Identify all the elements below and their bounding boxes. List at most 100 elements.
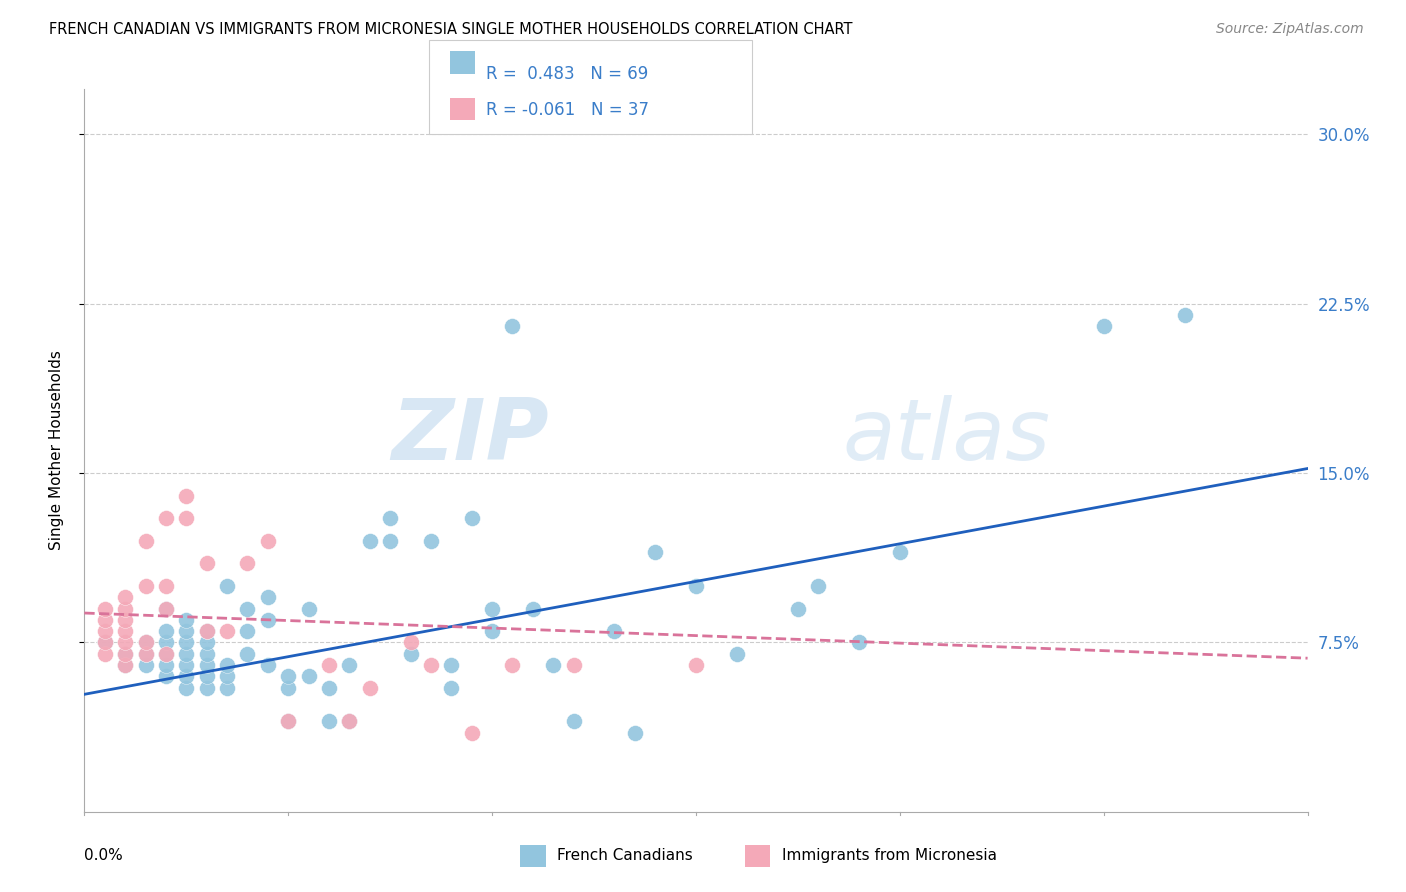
- Point: [93, 624, 115, 639]
- Point: [174, 635, 197, 649]
- Point: [174, 613, 197, 627]
- Point: [155, 624, 177, 639]
- Point: [603, 624, 626, 639]
- Point: [155, 647, 177, 661]
- Point: [93, 635, 115, 649]
- Point: [195, 669, 218, 683]
- Point: [135, 647, 157, 661]
- Point: [114, 657, 136, 672]
- Point: [114, 635, 136, 649]
- Point: [257, 533, 280, 548]
- Point: [522, 601, 544, 615]
- Point: [277, 714, 299, 729]
- Point: [114, 647, 136, 661]
- Point: [1092, 319, 1115, 334]
- Point: [380, 533, 402, 548]
- Point: [725, 647, 748, 661]
- Point: [135, 657, 157, 672]
- Point: [217, 669, 239, 683]
- Point: [155, 657, 177, 672]
- Point: [562, 714, 585, 729]
- Point: [174, 681, 197, 695]
- Text: R =  0.483   N = 69: R = 0.483 N = 69: [486, 65, 648, 83]
- Point: [174, 489, 197, 503]
- Point: [277, 681, 299, 695]
- Point: [277, 714, 299, 729]
- Point: [174, 624, 197, 639]
- Point: [155, 635, 177, 649]
- Point: [135, 647, 157, 661]
- Point: [217, 579, 239, 593]
- Point: [461, 511, 484, 525]
- Point: [217, 657, 239, 672]
- Point: [236, 557, 259, 571]
- Point: [298, 601, 321, 615]
- Point: [93, 601, 115, 615]
- Text: Immigrants from Micronesia: Immigrants from Micronesia: [782, 848, 997, 863]
- Point: [502, 657, 524, 672]
- Point: [114, 591, 136, 605]
- Point: [318, 657, 340, 672]
- Point: [155, 579, 177, 593]
- Y-axis label: Single Mother Households: Single Mother Households: [49, 351, 63, 550]
- Point: [277, 669, 299, 683]
- Point: [420, 657, 443, 672]
- Point: [644, 545, 666, 559]
- Point: [257, 657, 280, 672]
- Point: [174, 657, 197, 672]
- Point: [399, 635, 422, 649]
- Point: [135, 635, 157, 649]
- Text: FRENCH CANADIAN VS IMMIGRANTS FROM MICRONESIA SINGLE MOTHER HOUSEHOLDS CORRELATI: FRENCH CANADIAN VS IMMIGRANTS FROM MICRO…: [49, 22, 852, 37]
- Point: [114, 647, 136, 661]
- Text: R = -0.061   N = 37: R = -0.061 N = 37: [486, 101, 650, 119]
- Point: [318, 714, 340, 729]
- Point: [195, 681, 218, 695]
- Point: [236, 601, 259, 615]
- Point: [114, 601, 136, 615]
- Point: [195, 647, 218, 661]
- Point: [1174, 308, 1197, 322]
- Point: [174, 669, 197, 683]
- Point: [114, 613, 136, 627]
- Point: [195, 557, 218, 571]
- Point: [93, 635, 115, 649]
- Point: [217, 624, 239, 639]
- Point: [502, 319, 524, 334]
- Point: [848, 635, 870, 649]
- Point: [440, 681, 463, 695]
- Point: [135, 533, 157, 548]
- Point: [543, 657, 565, 672]
- Point: [624, 725, 647, 739]
- Point: [481, 601, 503, 615]
- Point: [339, 657, 361, 672]
- Point: [236, 647, 259, 661]
- Point: [257, 591, 280, 605]
- Point: [339, 714, 361, 729]
- Point: [195, 635, 218, 649]
- Point: [807, 579, 830, 593]
- Point: [93, 613, 115, 627]
- Text: atlas: atlas: [842, 394, 1050, 477]
- Point: [318, 681, 340, 695]
- Point: [174, 647, 197, 661]
- Point: [155, 511, 177, 525]
- Point: [399, 647, 422, 661]
- Point: [787, 601, 810, 615]
- Point: [195, 624, 218, 639]
- Point: [135, 635, 157, 649]
- Point: [298, 669, 321, 683]
- Text: 0.0%: 0.0%: [84, 847, 124, 863]
- Point: [257, 613, 280, 627]
- Text: Source: ZipAtlas.com: Source: ZipAtlas.com: [1216, 22, 1364, 37]
- Point: [889, 545, 911, 559]
- Point: [155, 647, 177, 661]
- Point: [195, 657, 218, 672]
- Point: [155, 601, 177, 615]
- Point: [440, 657, 463, 672]
- Point: [174, 511, 197, 525]
- Text: French Canadians: French Canadians: [557, 848, 693, 863]
- Point: [236, 624, 259, 639]
- Point: [380, 511, 402, 525]
- Point: [114, 657, 136, 672]
- Point: [685, 579, 707, 593]
